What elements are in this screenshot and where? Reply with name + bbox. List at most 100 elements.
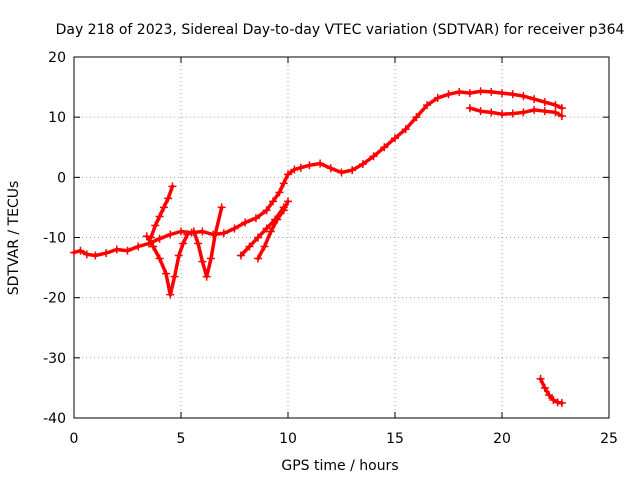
data-point xyxy=(369,152,378,161)
data-point xyxy=(151,221,160,230)
data-point xyxy=(423,101,432,110)
data-point xyxy=(236,251,245,260)
data-point xyxy=(358,160,367,169)
data-point xyxy=(211,230,220,239)
data-point xyxy=(290,165,299,174)
data-point xyxy=(540,98,549,107)
data-point xyxy=(254,233,263,242)
y-tick-label: 20 xyxy=(48,50,66,66)
data-point xyxy=(433,93,442,102)
data-point xyxy=(508,109,517,118)
x-tick-label: 10 xyxy=(279,431,297,447)
data-point xyxy=(166,230,175,239)
data-point xyxy=(557,111,566,120)
data-point xyxy=(444,90,453,99)
data-point xyxy=(284,197,292,206)
data-point xyxy=(251,214,260,223)
data-point xyxy=(82,250,91,259)
data-point xyxy=(412,113,421,122)
data-point xyxy=(316,159,325,168)
data-point xyxy=(168,182,177,191)
data-point xyxy=(465,104,474,113)
series-lower-branch-late xyxy=(465,104,566,120)
data-point xyxy=(530,105,539,114)
data-point xyxy=(155,254,164,263)
data-point xyxy=(551,108,560,117)
data-point xyxy=(164,194,173,203)
data-point xyxy=(337,168,346,177)
x-tick-label: 5 xyxy=(177,431,186,447)
data-point xyxy=(262,224,271,233)
data-point xyxy=(530,95,539,104)
data-point xyxy=(177,227,185,236)
y-tick-label: -10 xyxy=(43,231,66,247)
series-branch-near-9h xyxy=(254,197,292,263)
y-tick-label: -30 xyxy=(43,351,66,367)
data-point xyxy=(266,227,275,236)
data-point xyxy=(296,163,305,172)
data-point xyxy=(279,206,288,215)
y-tick-label: -40 xyxy=(43,411,66,427)
data-point xyxy=(76,246,85,255)
y-axis-label: SDTVAR / TECUs xyxy=(6,181,22,296)
data-point xyxy=(540,383,549,392)
data-point xyxy=(155,234,164,243)
data-point xyxy=(401,125,410,134)
data-point xyxy=(155,212,164,221)
data-point xyxy=(162,269,171,278)
y-tick-label: -20 xyxy=(43,291,66,307)
data-point xyxy=(102,249,111,258)
axis-ticks: 0 5 10 15 20 25 -40 -30 -20 -10 0 10 20 xyxy=(43,50,618,447)
data-point xyxy=(279,179,288,188)
data-point xyxy=(198,257,207,266)
data-point xyxy=(275,188,284,197)
data-point xyxy=(149,242,158,251)
series-dip-near-4-5h xyxy=(142,230,192,299)
data-point xyxy=(147,233,156,242)
data-point xyxy=(536,374,545,383)
data-point xyxy=(262,206,271,215)
data-point xyxy=(260,242,269,251)
data-point xyxy=(391,134,399,143)
data-point xyxy=(465,89,474,98)
data-point xyxy=(557,398,566,407)
x-tick-label: 0 xyxy=(70,431,79,447)
data-point xyxy=(254,254,263,263)
series-rise-near-4-5h xyxy=(147,182,177,242)
data-point xyxy=(174,251,183,260)
series-line xyxy=(72,89,564,258)
data-point xyxy=(269,197,278,206)
x-axis-label: GPS time / hours xyxy=(281,458,398,474)
data-point xyxy=(380,143,389,152)
data-point xyxy=(70,248,78,257)
data-point xyxy=(189,227,198,236)
data-point xyxy=(219,229,228,238)
data-point xyxy=(179,239,188,248)
x-tick-label: 20 xyxy=(493,431,511,447)
data-point xyxy=(230,224,239,233)
data-point xyxy=(166,290,175,299)
data-point xyxy=(476,87,485,96)
series-dip-near-6h xyxy=(189,203,226,281)
data-point xyxy=(498,110,506,119)
data-point xyxy=(134,242,143,251)
data-point xyxy=(508,90,517,99)
data-point xyxy=(159,203,168,212)
data-point xyxy=(142,232,151,241)
data-point xyxy=(241,218,250,227)
data-point xyxy=(487,108,496,117)
data-point xyxy=(519,92,528,101)
data-point xyxy=(217,203,226,212)
data-point xyxy=(498,89,506,98)
data-point xyxy=(183,230,192,239)
data-point xyxy=(202,272,211,281)
data-point xyxy=(284,170,292,179)
series-line xyxy=(468,106,564,118)
data-point xyxy=(245,242,254,251)
data-point xyxy=(91,251,100,260)
y-tick-label: 10 xyxy=(48,110,66,126)
data-point xyxy=(112,245,121,254)
data-point xyxy=(455,87,464,96)
data-point xyxy=(519,108,528,117)
